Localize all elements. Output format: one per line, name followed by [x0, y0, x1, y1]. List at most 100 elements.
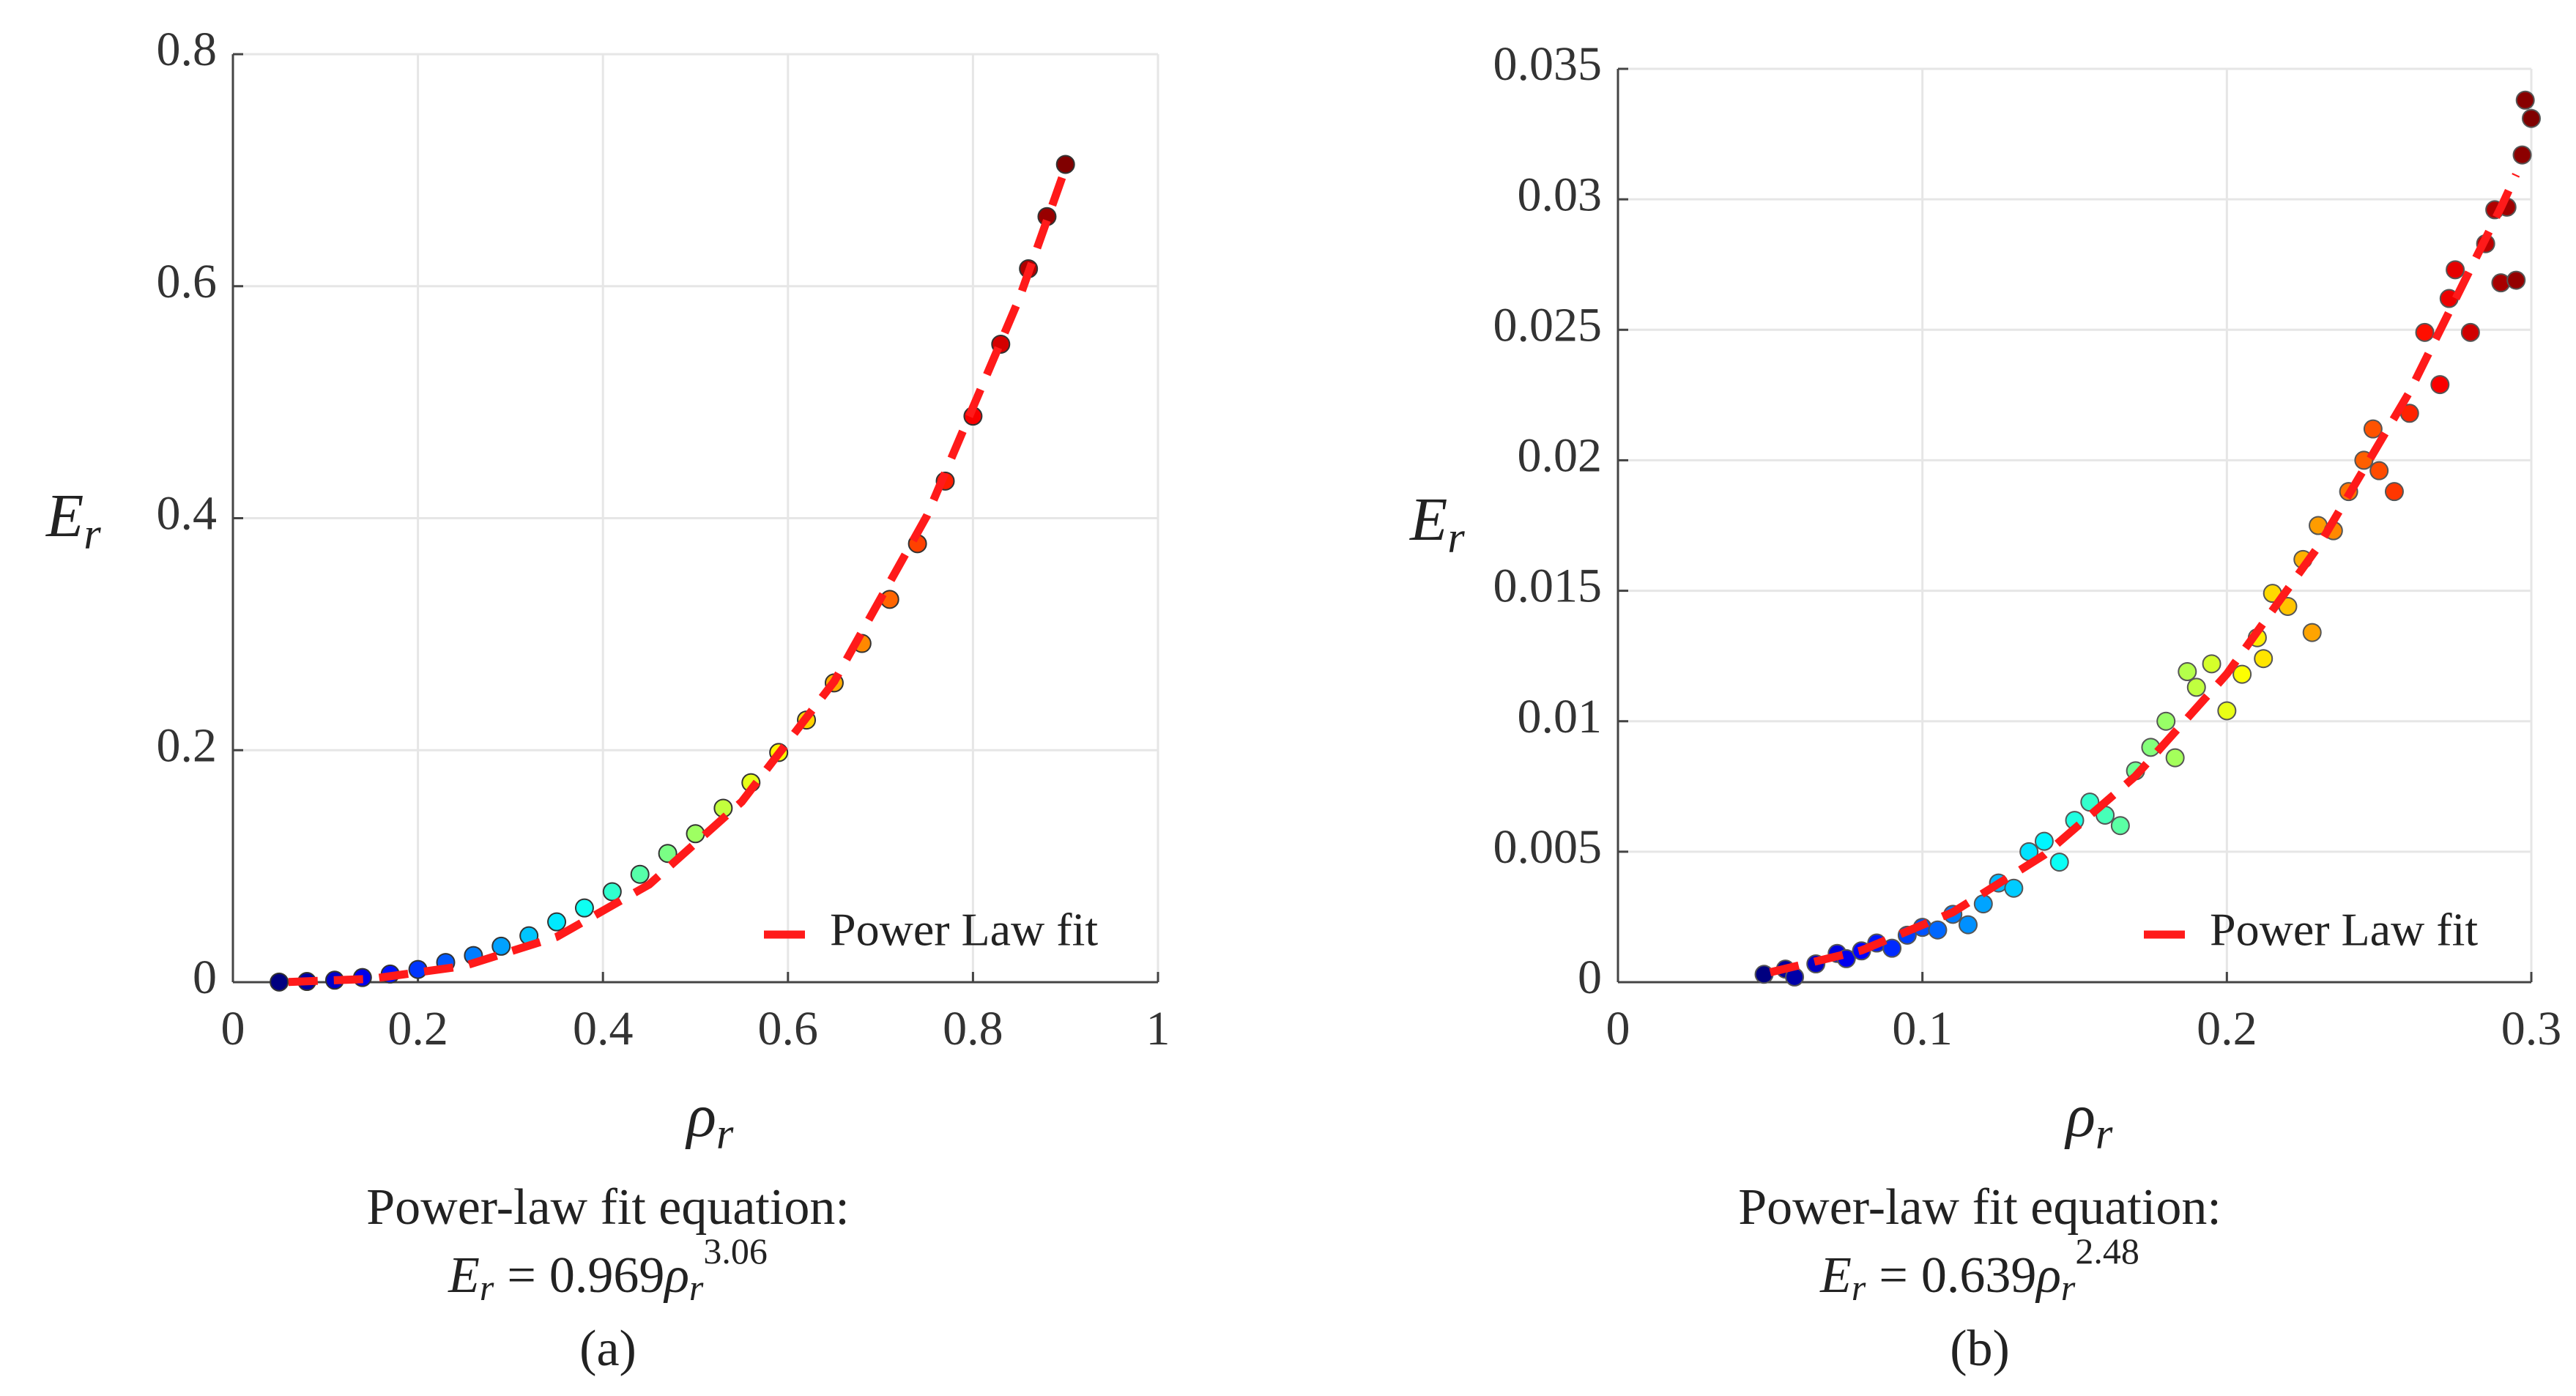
scatter-point — [270, 972, 289, 992]
y-axis-label-symbol: E — [1409, 486, 1447, 554]
y-tick-label: 0.02 — [1518, 429, 1603, 483]
y-tick-label: 0.035 — [1493, 37, 1603, 91]
scatter-point — [2506, 270, 2526, 290]
scatter-point — [2202, 654, 2221, 674]
x-axis-label-subscript: r — [716, 1110, 734, 1158]
scatter-point — [1882, 938, 1902, 958]
x-axis-label: ρr — [685, 1082, 734, 1157]
scatter-point — [2004, 878, 2024, 898]
scatter-point — [2034, 831, 2054, 851]
eq-lhs: E — [1819, 1247, 1852, 1304]
scatter-point — [1928, 920, 1948, 940]
x-axis-label-subscript: r — [2096, 1110, 2113, 1158]
eq-equals: = — [507, 1247, 535, 1304]
scatter-point — [2302, 623, 2322, 642]
scatter-point — [658, 844, 678, 864]
equation: Er = 0.639ρr2.48 — [1819, 1230, 2139, 1308]
eq-exponent: 3.06 — [703, 1230, 768, 1271]
x-tick-label: 0 — [1606, 1002, 1630, 1055]
x-tick-label: 0.6 — [758, 1002, 819, 1055]
scatter-point — [547, 912, 567, 932]
scatter-point — [2512, 145, 2532, 165]
scatter-point — [2460, 322, 2480, 342]
scatter-point — [630, 864, 650, 884]
y-tick-label: 0.01 — [1518, 690, 1603, 743]
y-tick-label: 0.025 — [1493, 298, 1603, 352]
chart-panel: 0 0.2 0.4 0.6 0.8 1 0 0.2 0.4 0.6 0.8 Power Law fit… — [45, 23, 1170, 1377]
equation: Er = 0.969ρr3.06 — [448, 1230, 768, 1308]
scatter-point — [2415, 322, 2435, 342]
eq-coef: 0.969 — [549, 1247, 665, 1304]
x-axis-label-symbol: ρ — [685, 1082, 716, 1150]
scatter-point — [2446, 260, 2465, 280]
scatter-point — [2522, 108, 2541, 128]
y-tick-label: 0.2 — [157, 719, 218, 772]
scatter-point — [2217, 701, 2237, 721]
x-tick-label: 0.4 — [573, 1002, 634, 1055]
x-tick-label: 0.2 — [387, 1002, 448, 1055]
equation-caption: Power-law fit equation: — [1738, 1179, 2221, 1236]
scatter-point — [2515, 90, 2535, 110]
panel-label: (a) — [579, 1321, 636, 1377]
y-tick-label: 0.03 — [1518, 168, 1603, 221]
x-tick-label: 0.1 — [1892, 1002, 1953, 1055]
eq-base: ρ — [663, 1247, 689, 1304]
eq-equals: = — [1879, 1247, 1907, 1304]
y-axis-label-subscript: r — [1447, 513, 1465, 562]
eq-base-sub: r — [2061, 1267, 2076, 1308]
y-tick-label: 0.4 — [157, 487, 218, 541]
scatter-point — [2384, 482, 2404, 502]
y-tick-label: 0.005 — [1493, 820, 1603, 874]
scatter-point — [2254, 649, 2274, 669]
scatter-point — [1959, 915, 1978, 935]
chart-panel: 0 0.1 0.2 0.3 0 0.005 0.01 0.015 0.02 0.025 0.03 0.… — [1409, 37, 2561, 1377]
x-tick-label: 0.3 — [2501, 1002, 2562, 1055]
scatter-point — [2110, 816, 2130, 836]
scatter-point — [686, 824, 705, 844]
eq-coef: 0.639 — [1921, 1247, 2037, 1304]
x-tick-label: 0 — [221, 1002, 245, 1055]
y-axis-label-subscript: r — [83, 510, 101, 558]
y-axis-label-symbol: E — [45, 482, 83, 550]
y-axis-label: Er — [1409, 486, 1465, 561]
x-axis-label: ρr — [2064, 1082, 2113, 1157]
eq-exponent: 2.48 — [2075, 1230, 2139, 1271]
plot-area — [1618, 69, 2531, 982]
x-tick-label: 0.8 — [943, 1002, 1003, 1055]
fit-line — [1769, 173, 2520, 976]
y-tick-label: 0.015 — [1493, 560, 1603, 613]
y-axis-label: Er — [45, 482, 101, 557]
scatter-point — [2049, 853, 2069, 872]
scatter-point — [2369, 461, 2389, 480]
scatter-point — [2156, 711, 2176, 731]
y-tick-label: 0 — [1578, 951, 1602, 1004]
panel-label: (b) — [1950, 1321, 2010, 1377]
scatter-point — [602, 882, 622, 902]
y-tick-label: 0.8 — [157, 23, 218, 76]
scatter-point — [1055, 155, 1075, 174]
scatter-point — [2430, 375, 2450, 395]
scatter-point — [574, 898, 594, 918]
scatter-point — [2232, 664, 2252, 684]
y-tick-label: 0.6 — [157, 255, 218, 308]
scatter-point — [1973, 894, 1993, 914]
eq-lhs-sub: r — [1852, 1267, 1866, 1308]
eq-base: ρ — [2035, 1247, 2061, 1304]
legend-label: Power Law fit — [830, 904, 1098, 956]
eq-base-sub: r — [689, 1267, 704, 1308]
scatter-point — [491, 936, 511, 956]
scatter-point — [2363, 419, 2383, 439]
legend-label: Power Law fit — [2210, 904, 2478, 956]
fit-line — [288, 166, 1069, 987]
x-tick-label: 1 — [1146, 1002, 1170, 1055]
y-tick-label: 0 — [193, 951, 217, 1004]
eq-lhs-sub: r — [480, 1267, 494, 1308]
equation-caption: Power-law fit equation: — [366, 1179, 850, 1236]
eq-lhs: E — [448, 1247, 480, 1304]
scatter-point — [2178, 662, 2197, 682]
x-axis-label-symbol: ρ — [2064, 1082, 2096, 1150]
x-tick-label: 0.2 — [2197, 1002, 2257, 1055]
scatter-point — [2186, 677, 2206, 697]
